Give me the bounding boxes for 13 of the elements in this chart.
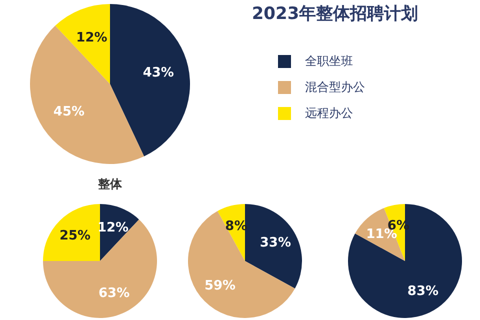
data-label: 12% — [76, 30, 108, 46]
chart-title: 2023年整体招聘计划 — [250, 3, 420, 25]
legend-label: 全职坐班 — [305, 52, 353, 70]
data-label: 33% — [260, 235, 291, 250]
legend-label: 远程办公 — [305, 104, 353, 122]
data-label: 43% — [142, 66, 174, 81]
data-label: 45% — [53, 104, 85, 120]
data-label: 25% — [59, 228, 91, 244]
data-label: 63% — [98, 286, 130, 301]
text: 整体 — [97, 176, 123, 193]
data-label: 83% — [407, 284, 439, 299]
legend-label: 混合型办公 — [305, 78, 365, 96]
data-label: 59% — [204, 278, 236, 294]
